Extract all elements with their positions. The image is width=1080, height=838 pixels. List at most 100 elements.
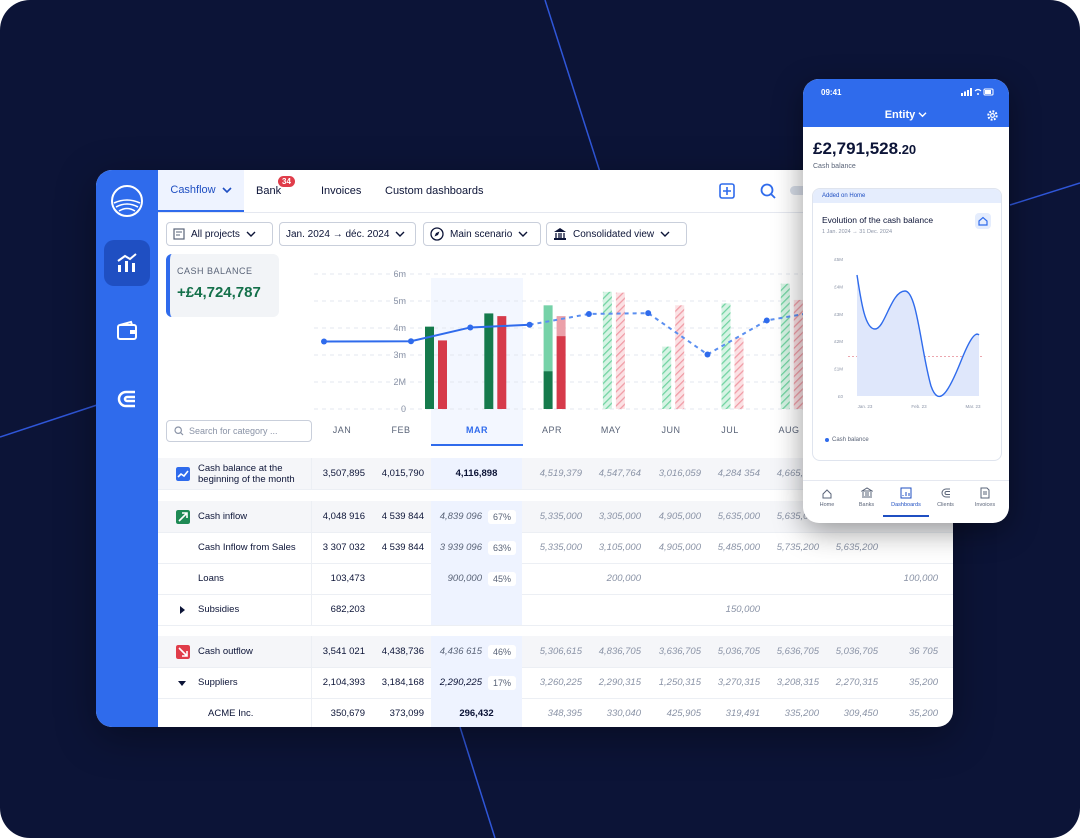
cell-forecast[interactable]: 348,395 — [547, 708, 582, 719]
brand-logo-icon[interactable] — [110, 184, 144, 218]
balance-point[interactable] — [321, 338, 327, 345]
table-row[interactable]: Subsidies 682,203 150,000 — [158, 594, 953, 626]
cell-forecast[interactable]: 4,284 354 — [717, 468, 760, 479]
table-row[interactable]: Cash Inflow from Sales 3 307 032 4 539 844… — [158, 532, 953, 564]
cell-forecast[interactable]: 3,105,000 — [598, 542, 641, 553]
cell-forecast[interactable]: 3,016,059 — [658, 468, 701, 479]
cell-forecast[interactable]: 3,260,225 — [539, 677, 582, 688]
cell-forecast[interactable]: 5,735,200 — [776, 542, 819, 553]
search-icon[interactable] — [759, 182, 777, 200]
bar-inflow[interactable] — [484, 313, 494, 409]
cell-forecast[interactable]: 5,485,000 — [717, 542, 760, 553]
balance-evolution-card[interactable]: Added on Home Evolution of the cash bala… — [812, 188, 1002, 461]
cell-forecast[interactable]: 35,200 — [908, 677, 938, 688]
bar-inflow[interactable] — [780, 283, 790, 409]
caret-right-icon[interactable] — [178, 606, 186, 614]
cell-forecast[interactable]: 4,665,210 — [776, 468, 819, 479]
table-row[interactable]: Suppliers 2,104,393 3,184,168 2,290,225 17% 3… — [158, 667, 953, 699]
bar-outflow[interactable] — [793, 299, 803, 409]
table-row[interactable]: Cash outflow 3,541 021 4,438,736 4,436 615 4… — [158, 636, 953, 668]
sidebar-item-integrations[interactable] — [104, 376, 150, 422]
cell-forecast[interactable]: 309,450 — [843, 708, 878, 719]
cell-jan[interactable]: 3,541 021 — [322, 646, 365, 657]
cell-jan[interactable]: 2,104,393 — [322, 677, 365, 688]
mobile-tab-invoices[interactable]: Invoices — [965, 487, 1005, 508]
balance-point[interactable] — [585, 310, 592, 317]
tab-cashflow[interactable]: Cashflow — [158, 170, 244, 212]
cell-forecast[interactable]: 5,635,000 — [776, 511, 819, 522]
balance-point[interactable] — [645, 310, 652, 317]
cell-mar[interactable]: 296,432 — [431, 698, 522, 727]
cell-mar[interactable]: 4,116,898 — [431, 458, 522, 489]
mobile-tab-dashboards[interactable]: Dashboards — [883, 487, 929, 517]
table-row[interactable]: Loans 103,473 900,000 45% 200,000 100,000 — [158, 563, 953, 595]
bar-outflow[interactable] — [438, 340, 447, 409]
view-filter[interactable]: Consolidated view — [546, 222, 687, 246]
cell-mar[interactable]: 4,839 096 67% — [431, 501, 522, 532]
cell-forecast[interactable]: 5,635,200 — [835, 542, 878, 553]
bar-inflow[interactable] — [543, 371, 553, 409]
bar-outflow[interactable] — [734, 337, 744, 409]
month-header-jul[interactable]: JUL — [721, 425, 739, 435]
cell-forecast[interactable]: 4,905,000 — [658, 542, 701, 553]
sidebar-item-wallet[interactable] — [104, 308, 150, 354]
sidebar-item-analytics[interactable] — [104, 240, 150, 286]
bar-outflow[interactable] — [675, 305, 685, 409]
cell-forecast[interactable]: 4,905,000 — [658, 511, 701, 522]
cell-forecast[interactable]: 1,250,315 — [658, 677, 701, 688]
cell-jan[interactable]: 3,507,895 — [322, 468, 365, 479]
bar-inflow[interactable] — [602, 291, 612, 409]
cell-mar[interactable]: 4,436 615 46% — [431, 636, 522, 667]
cell-mar[interactable] — [431, 594, 522, 625]
balance-point[interactable] — [763, 317, 770, 324]
cell-forecast[interactable]: 5,306,615 — [539, 646, 582, 657]
cell-forecast[interactable]: 36 705 — [908, 646, 938, 657]
cell-forecast[interactable]: 425,905 — [666, 708, 701, 719]
bar-outflow[interactable] — [556, 336, 566, 409]
cell-jan[interactable]: 3 307 032 — [322, 542, 365, 553]
month-header-may[interactable]: MAY — [600, 425, 622, 435]
cell-forecast[interactable]: 5,636,705 — [776, 646, 819, 657]
scenario-filter[interactable]: Main scenario — [423, 222, 541, 246]
cell-forecast[interactable]: 2,270,315 — [835, 677, 878, 688]
cell-forecast[interactable]: 5,036,705 — [717, 646, 760, 657]
balance-point[interactable] — [408, 338, 414, 345]
cell-forecast[interactable]: 150,000 — [725, 604, 760, 615]
cell-jan[interactable]: 682,203 — [330, 604, 365, 615]
toggle-switch[interactable] — [790, 186, 810, 195]
cell-forecast[interactable]: 5,036,705 — [835, 646, 878, 657]
cell-mar[interactable]: 3 939 096 63% — [431, 532, 522, 563]
cell-forecast[interactable]: 330,040 — [606, 708, 641, 719]
cell-forecast[interactable]: 3,636,705 — [658, 646, 701, 657]
balance-point[interactable] — [526, 321, 533, 328]
cell-forecast[interactable]: 5,335,000 — [539, 542, 582, 553]
cell-forecast[interactable]: 5,335,000 — [539, 511, 582, 522]
cell-jan[interactable]: 350,679 — [330, 708, 365, 719]
bar-inflow[interactable] — [721, 303, 731, 409]
table-row[interactable]: ACME Inc. 350,679 373,099 296,432 348,395 330… — [158, 698, 953, 727]
cell-mar[interactable]: 2,290,225 17% — [431, 667, 522, 698]
month-header-apr[interactable]: APR — [541, 425, 562, 435]
cell-forecast[interactable]: 35,200 — [908, 708, 938, 719]
cell-feb[interactable]: 4 539 844 — [381, 542, 424, 553]
cell-forecast[interactable]: 319,491 — [725, 708, 760, 719]
bar-outflow-forecast[interactable] — [556, 316, 566, 337]
cell-jan[interactable]: 4,048 916 — [322, 511, 365, 522]
cell-forecast[interactable]: 200,000 — [606, 573, 641, 584]
cell-forecast[interactable]: 2,290,315 — [598, 677, 641, 688]
cell-forecast[interactable]: 3,270,315 — [717, 677, 760, 688]
bar-inflow-forecast[interactable] — [543, 305, 553, 372]
add-icon[interactable] — [718, 182, 736, 200]
cell-forecast[interactable]: 3,305,000 — [598, 511, 641, 522]
cell-feb[interactable]: 3,184,168 — [381, 677, 424, 688]
cell-forecast[interactable]: 4,836,705 — [598, 646, 641, 657]
cell-forecast[interactable]: 5,635,000 — [717, 511, 760, 522]
cell-forecast[interactable]: 335,200 — [784, 708, 819, 719]
tab-invoices[interactable]: Invoices — [321, 170, 361, 212]
projects-filter[interactable]: All projects — [166, 222, 273, 246]
cell-feb[interactable]: 4,438,736 — [381, 646, 424, 657]
cell-forecast[interactable]: 3,208,315 — [776, 677, 819, 688]
month-header-feb[interactable]: FEB — [391, 425, 411, 435]
period-filter[interactable]: Jan. 2024 → déc. 2024 — [279, 222, 416, 246]
bar-outflow[interactable] — [615, 292, 625, 409]
